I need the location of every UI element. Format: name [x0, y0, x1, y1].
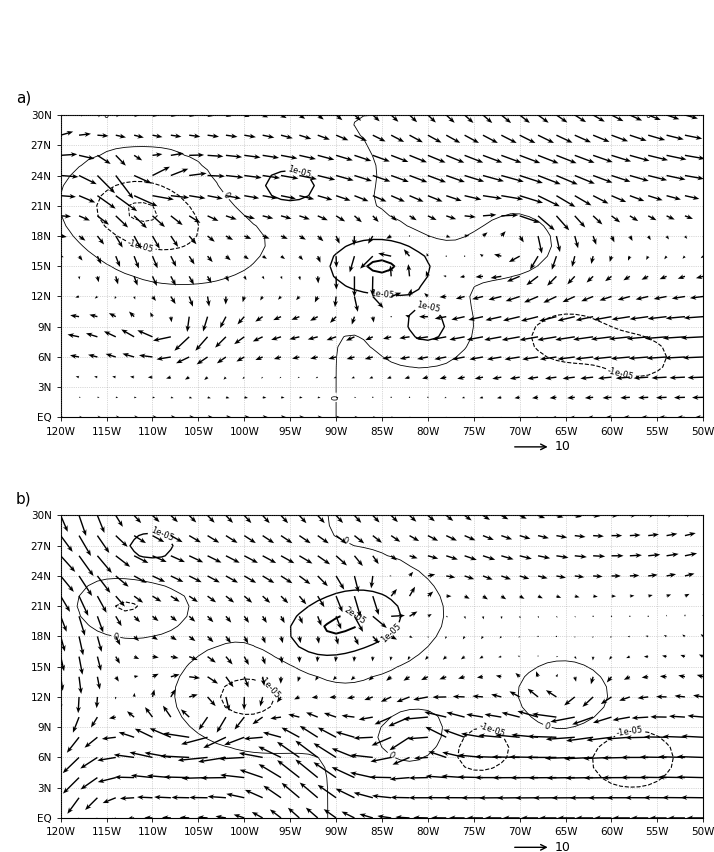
Text: 0: 0 — [341, 536, 350, 546]
Text: 10: 10 — [555, 841, 570, 852]
Text: 0: 0 — [386, 751, 396, 761]
Text: a): a) — [16, 91, 31, 106]
Text: 0: 0 — [221, 191, 231, 201]
Text: -1e-05: -1e-05 — [257, 674, 282, 699]
Text: 1e-05: 1e-05 — [149, 526, 174, 544]
Text: -1e-05: -1e-05 — [616, 725, 644, 738]
Text: 10: 10 — [555, 440, 570, 453]
Text: 1e-05: 1e-05 — [370, 289, 394, 300]
Text: 1e-05: 1e-05 — [379, 622, 403, 645]
Text: -1e-05: -1e-05 — [606, 366, 635, 382]
Text: 2e-05: 2e-05 — [342, 605, 367, 626]
Text: 1e-05: 1e-05 — [286, 164, 312, 180]
Text: 0: 0 — [543, 721, 551, 731]
Text: 0: 0 — [645, 111, 651, 119]
Text: 0: 0 — [331, 394, 341, 400]
Text: 0: 0 — [104, 111, 109, 120]
Text: b): b) — [16, 492, 31, 506]
Text: 0: 0 — [112, 631, 119, 642]
Text: -1e-05: -1e-05 — [126, 238, 155, 254]
Text: 1e-05: 1e-05 — [416, 301, 441, 314]
Text: -1e-05: -1e-05 — [478, 721, 506, 739]
